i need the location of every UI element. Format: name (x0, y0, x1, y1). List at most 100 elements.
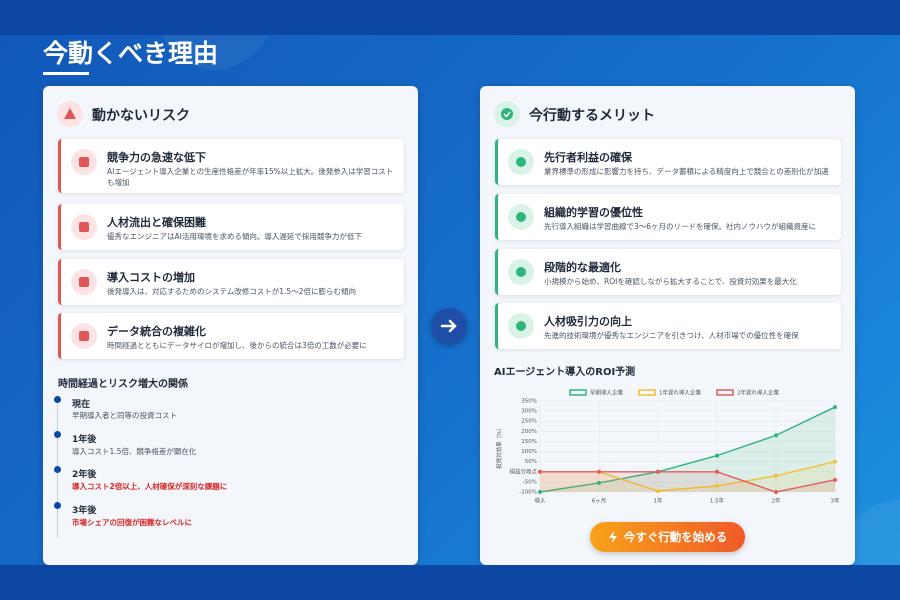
icon (64, 108, 76, 119)
card-title: 動かないリスク (92, 108, 190, 124)
item-description: 小規模から始め、ROIを確認しながら拡大することで、投資対効果を最大化 (544, 277, 797, 286)
merit-card: 今行動するメリット 先行者利益の確保 業界標準の形成に影響力を持ち、データ蓄積に… (480, 86, 855, 565)
item-description: 業界標準の形成に影響力を持ち、データ蓄積による精度向上で競合との差別化が加速 (544, 167, 829, 176)
risk-card: 動かないリスク 競争力の急速な低下 AIエージェント導入企業との生産性格差が年率… (43, 86, 418, 565)
data-point (597, 480, 601, 485)
y-tick-label: 250% (521, 419, 537, 425)
icon (440, 319, 457, 333)
card-title: 今行動するメリット (529, 108, 655, 124)
icon (501, 108, 513, 120)
merit-icon (494, 101, 520, 127)
risk-icon (57, 101, 83, 127)
data-point (715, 453, 719, 458)
cta-button[interactable]: 今すぐ行動を始める (590, 522, 745, 552)
icon (608, 531, 617, 543)
timeline-dot (54, 502, 61, 509)
y-tick-label: 150% (521, 439, 537, 445)
timeline-description: 導入コスト1.5倍、競争格差が顕在化 (72, 447, 197, 456)
merit-item: 段階的な最適化 小規模から始め、ROIを確認しながら拡大することで、投資対効果を… (495, 249, 841, 295)
data-point (774, 490, 778, 494)
data-point (715, 483, 719, 488)
top-band (0, 0, 900, 35)
item-description: 先進的技術環境が優秀なエンジニアを引きつけ、人材市場での優位性を確保 (544, 331, 799, 340)
title-underline (43, 72, 89, 75)
risk-item: 導入コストの増加 後発導入は、対応するためのシステム改修コストが1.5〜2倍に膨… (58, 259, 404, 305)
timeline-dot (54, 431, 61, 438)
x-tick-label: 1年 (654, 497, 663, 505)
button-label: 今すぐ行動を始める (623, 530, 728, 544)
data-point (833, 405, 837, 410)
timeline-title: 時間経過とリスク増大の関係 (58, 379, 188, 390)
series-area (540, 407, 835, 492)
data-point (774, 433, 778, 438)
data-point (656, 488, 660, 493)
y-tick-label: 損益分岐点 (509, 467, 537, 475)
item-title: 先行者利益の確保 (544, 151, 632, 164)
x-tick-label: 2年 (772, 497, 781, 505)
y-tick-label: 50% (525, 459, 537, 465)
timeline-label: 2年後 (72, 470, 97, 480)
item-description: 先行導入組織は学習曲線で3〜6ヶ月のリードを確保。社内ノウハウが組織資産に (544, 222, 817, 231)
risk-item: 人材流出と確保困難 優秀なエンジニアはAI活用環境を求める傾向。導入遅延で採用競… (58, 204, 404, 250)
item-title: 人材吸引力の向上 (544, 315, 632, 328)
data-point (656, 469, 660, 474)
legend-label: 早期導入企業 (590, 389, 624, 397)
x-tick-label: 3年 (831, 497, 840, 505)
y-axis-label: 投資対効果（%） (495, 425, 503, 469)
x-tick-label: 導入 (534, 497, 546, 505)
merit-item: 人材吸引力の向上 先進的技術環境が優秀なエンジニアを引きつけ、人材市場での優位性… (495, 303, 841, 349)
x-tick-label: 6ヶ月 (592, 498, 607, 505)
x-tick-label: 1.5年 (710, 497, 725, 505)
y-tick-label: 350% (521, 399, 537, 405)
page-title: 今動くべき理由 (43, 39, 219, 68)
arrow-button[interactable] (431, 308, 467, 344)
item-description: 後発導入は、対応するためのシステム改修コストが1.5〜2倍に膨らむ傾向 (107, 287, 356, 296)
data-point (715, 469, 719, 474)
series-line (539, 406, 836, 493)
data-point (538, 469, 542, 474)
item-description: AIエージェント導入企業との生産性格差が年率15%以上拡大。後発参入は学習コスト… (107, 167, 394, 187)
timeline-label: 1年後 (72, 435, 97, 445)
timeline-label: 現在 (72, 400, 91, 410)
data-point (774, 473, 778, 478)
merit-item: 先行者利益の確保 業界標準の形成に影響力を持ち、データ蓄積による精度向上で競合と… (495, 139, 841, 185)
item-title: 人材流出と確保困難 (107, 216, 206, 229)
roi-chart: AIエージェント導入のROI予測 投資対効果（%） -100% -50% 損益分岐点… (494, 365, 840, 505)
legend-label: 2年遅れ導入企業 (737, 389, 779, 397)
item-title: 組織的学習の優位性 (544, 206, 643, 219)
timeline-dot (54, 466, 61, 473)
risk-item: 競争力の急速な低下 AIエージェント導入企業との生産性格差が年率15%以上拡大。… (58, 139, 404, 193)
y-tick-label: 100% (521, 449, 537, 455)
data-point (833, 459, 837, 464)
timeline-label: 3年後 (72, 506, 97, 516)
y-tick-label: -50% (523, 479, 537, 485)
merit-item: 組織的学習の優位性 先行導入組織は学習曲線で3〜6ヶ月のリードを確保。社内ノウハ… (495, 194, 841, 240)
item-description: 時間経過とともにデータサイロが増加し、後からの統合は3倍の工数が必要に (107, 341, 367, 350)
y-tick-label: 200% (521, 429, 537, 435)
timeline-description: 早期導入者と同等の投資コスト (72, 411, 177, 420)
data-point (597, 469, 601, 474)
y-tick-label: 300% (521, 409, 537, 415)
timeline-description: 導入コスト2倍以上、人材確保が深刻な課題に (72, 482, 228, 491)
series-area (540, 461, 835, 492)
y-tick-label: -100% (519, 490, 537, 496)
bottom-band (0, 565, 900, 600)
legend-swatch (716, 389, 734, 396)
risk-item: データ統合の複雑化 時間経過とともにデータサイロが増加し、後からの統合は3倍の工… (58, 313, 404, 359)
timeline-description: 市場シェアの回復が困難なレベルに (72, 518, 192, 527)
item-description: 優秀なエンジニアはAI活用環境を求める傾向。導入遅延で採用競争力が低下 (107, 232, 362, 241)
data-point (538, 490, 542, 494)
legend-label: 1年遅れ導入企業 (659, 389, 701, 397)
timeline-dot (54, 396, 61, 403)
legend-swatch (569, 389, 587, 396)
legend-swatch (638, 389, 656, 396)
series-line (540, 471, 836, 493)
series-area (540, 471, 835, 492)
item-title: 競争力の急速な低下 (107, 151, 206, 164)
item-title: データ統合の複雑化 (107, 325, 206, 338)
item-title: 段階的な最適化 (544, 261, 621, 274)
item-title: 導入コストの増加 (107, 271, 195, 284)
chart-title: AIエージェント導入のROI予測 (494, 365, 635, 378)
data-point (833, 477, 837, 482)
